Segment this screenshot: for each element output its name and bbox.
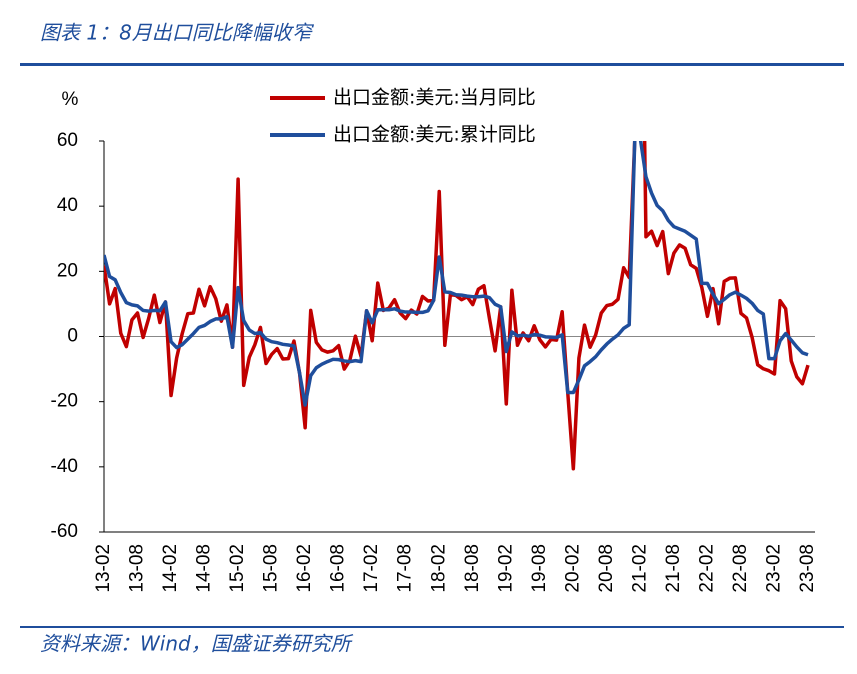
- y-tick-label: -60: [51, 521, 78, 542]
- x-tick-label: 15-02: [227, 544, 248, 593]
- series-line: [104, 141, 809, 407]
- y-unit: %: [62, 89, 79, 110]
- x-tick-label: 19-08: [529, 544, 550, 593]
- x-tick-label: 23-02: [763, 544, 784, 593]
- header-rule: [20, 63, 844, 66]
- page-title: 图表 1：8月出口同比降幅收窄: [40, 21, 315, 45]
- series-line: [104, 141, 810, 471]
- x-tick-label: 18-02: [428, 544, 449, 593]
- x-tick-label: 16-02: [294, 544, 315, 593]
- x-tick-label: 16-08: [328, 544, 349, 593]
- x-tick-label: 19-02: [495, 544, 516, 593]
- x-tick-label: 17-08: [395, 544, 416, 593]
- source-note: 资料来源：Wind，国盛证券研究所: [40, 632, 354, 656]
- x-tick-label: 22-02: [696, 544, 717, 593]
- y-tick-label: 0: [67, 326, 78, 347]
- x-tick-label: 22-08: [730, 544, 751, 593]
- x-tick-label: 21-02: [629, 544, 650, 593]
- y-tick-label: 20: [57, 260, 78, 281]
- x-tick-label: 20-08: [596, 544, 617, 593]
- x-tick-label: 13-08: [127, 544, 148, 593]
- x-tick-label: 17-02: [361, 544, 382, 593]
- y-tick-label: -20: [51, 391, 78, 412]
- footer-rule: [20, 626, 844, 628]
- x-tick-label: 13-02: [93, 544, 114, 593]
- y-tick-label: 40: [57, 195, 78, 216]
- y-tick-label: -40: [51, 456, 78, 477]
- x-tick-label: 15-08: [261, 544, 282, 593]
- x-tick-label: 14-02: [160, 544, 181, 593]
- legend-label: 出口金额:美元:累计同比: [333, 124, 536, 146]
- x-tick-label: 18-08: [462, 544, 483, 593]
- x-tick-label: 20-02: [562, 544, 583, 593]
- x-tick-label: 14-08: [194, 544, 215, 593]
- y-tick-label: 60: [57, 130, 78, 151]
- x-tick-label: 23-08: [797, 544, 818, 593]
- x-tick-label: 21-08: [663, 544, 684, 593]
- legend-label: 出口金额:美元:当月同比: [333, 87, 536, 109]
